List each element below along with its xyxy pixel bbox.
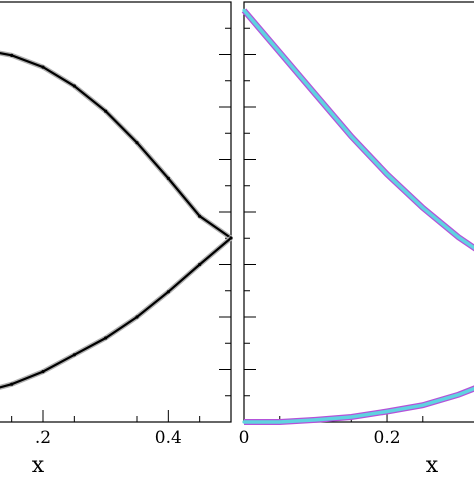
data-point	[349, 415, 353, 419]
data-point	[104, 109, 108, 113]
data-point	[313, 92, 318, 96]
data-point	[242, 8, 246, 12]
series-line	[242, 9, 474, 250]
panel-left: .2 0.4 x	[0, 1, 233, 478]
data-point	[10, 382, 14, 386]
x-tick-label: 0.4	[155, 428, 182, 448]
series-line	[244, 386, 474, 424]
data-point	[135, 141, 139, 145]
data-point	[313, 418, 318, 422]
data-point	[198, 214, 202, 218]
data-point	[349, 134, 353, 138]
data-point	[278, 420, 282, 424]
data-point	[456, 235, 461, 239]
x-tick-label: 0	[239, 428, 250, 448]
data-point	[41, 370, 45, 374]
data-point	[421, 206, 425, 210]
data-point	[385, 172, 389, 176]
x-tick-label: .2	[35, 428, 51, 448]
data-point	[198, 262, 202, 267]
data-point	[421, 403, 425, 407]
x-axis-label: x	[32, 453, 45, 474]
data-point	[72, 84, 76, 88]
data-point	[278, 50, 282, 55]
panel-right: 0 0.2 x	[239, 1, 474, 478]
data-point	[166, 290, 170, 294]
data-point	[242, 420, 246, 424]
data-point	[385, 409, 389, 414]
x-axis-label: x	[426, 453, 439, 474]
data-point	[41, 65, 45, 69]
data-point	[135, 315, 139, 319]
data-point	[10, 53, 14, 57]
x-tick-label: 0.2	[374, 428, 401, 448]
data-point	[166, 176, 170, 180]
data-point	[456, 393, 461, 397]
data-point	[104, 336, 108, 340]
data-point	[229, 236, 233, 240]
data-point	[72, 353, 76, 357]
